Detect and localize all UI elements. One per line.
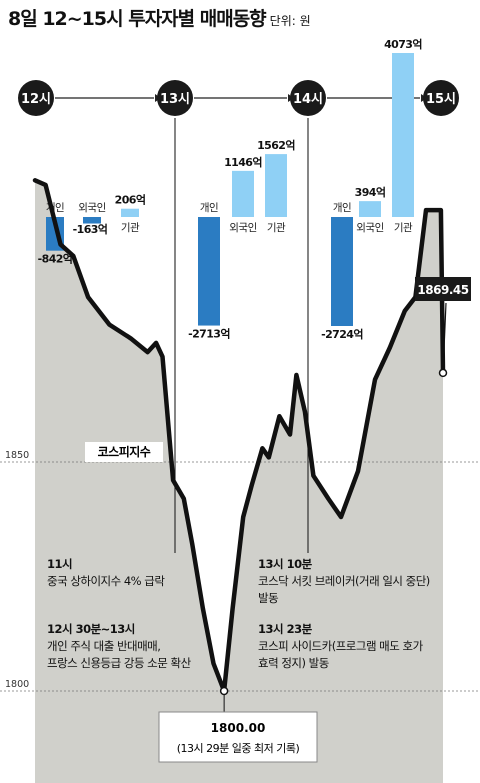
annotation-1230: 12시 30분~13시 개인 주식 대출 반대매매, 프랑스 신용등급 강등 소… xyxy=(47,621,191,672)
bar-name-label: 기관 xyxy=(394,222,413,234)
annotation-line: 개인 주식 대출 반대매매, xyxy=(47,639,161,653)
bar-value-label: 206억 xyxy=(115,194,146,207)
timeline-node-15시 xyxy=(423,80,459,116)
annotation-line: 프랑스 신용등급 강등 소문 확산 xyxy=(47,656,191,670)
kospi-line-layer xyxy=(32,178,446,694)
bar-value-label: -2724억 xyxy=(321,328,363,341)
kospi-area-layer xyxy=(35,180,443,783)
annotation-time: 13시 23분 xyxy=(258,622,312,636)
bar-name-label: 개인 xyxy=(333,202,351,214)
bar-name-label: 기관 xyxy=(267,222,286,234)
timeline-node-14시 xyxy=(290,80,326,116)
kospi-area xyxy=(35,180,443,783)
annotation-1310: 13시 10분 코스닥 서킷 브레이커(거래 일시 중단) 발동 xyxy=(258,556,430,607)
callout-layer: 코스피지수 1869.45 1800.00 (13시 29분 일중 최저 기록) xyxy=(85,277,471,763)
close-badge xyxy=(415,277,471,301)
annotation-11: 11시 중국 상하이지수 4% 급락 xyxy=(47,556,165,590)
annotation-time: 11시 xyxy=(47,557,73,571)
annotation-line: 발동 xyxy=(258,591,279,605)
bar-value-label: 394억 xyxy=(355,186,386,199)
bar-name-label: 기관 xyxy=(121,222,140,234)
chart-title: 8일 12~15시 투자자별 매매동향 단위: 원 xyxy=(8,4,311,31)
bar-13시~14시-개인 xyxy=(198,217,220,326)
low-point xyxy=(219,686,229,696)
bar-14시~15시-개인 xyxy=(331,217,353,326)
kospi-line xyxy=(32,178,446,694)
unit-label: 단위: 원 xyxy=(269,14,311,28)
series-label: 코스피지수 xyxy=(98,444,151,459)
bar-12시~13시-외국인 xyxy=(83,217,101,224)
title-text: 8일 12~15시 투자자별 매매동향 xyxy=(8,8,267,30)
annotation-line: 중국 상하이지수 4% 급락 xyxy=(47,574,165,588)
bar-name-label: 외국인 xyxy=(78,202,105,214)
bar-name-label: 외국인 xyxy=(356,222,383,234)
bar-name-label: 개인 xyxy=(200,202,218,214)
low-value: 1800.00 xyxy=(211,721,266,735)
annotation-1323: 13시 23분 코스피 사이드카(프로그램 매도 호가 효력 정지) 발동 xyxy=(258,621,423,672)
y-tick-label: 1800 xyxy=(5,679,29,690)
close-value: 1869.45 xyxy=(417,283,468,297)
low-note: (13시 29분 일중 최저 기록) xyxy=(177,741,300,755)
close-point xyxy=(438,368,448,378)
timeline-label: 13시 xyxy=(160,92,190,107)
bar-value-label: 4073억 xyxy=(384,38,422,51)
bar-value-label: -163억 xyxy=(73,223,108,236)
bar-13시~14시-외국인 xyxy=(232,170,254,217)
bar-14시~15시-기관 xyxy=(392,53,414,217)
timeline-label: 14시 xyxy=(293,92,323,107)
timeline-label: 12시 xyxy=(21,92,51,107)
timeline-node-12시 xyxy=(18,80,54,116)
timeline-node-13시 xyxy=(157,80,193,116)
y-tick-label: 1850 xyxy=(5,450,29,461)
bar-14시~15시-외국인 xyxy=(359,201,381,217)
bar-name-label: 외국인 xyxy=(229,222,256,234)
bar-value-label: 1562억 xyxy=(257,139,295,152)
close-leader xyxy=(442,302,447,373)
annotation-line: 코스닥 서킷 브레이커(거래 일시 중단) xyxy=(258,574,430,588)
annotation-time: 13시 10분 xyxy=(258,557,312,571)
grid-layer: 1850 1800 xyxy=(0,450,480,692)
timeline-label: 15시 xyxy=(426,92,456,107)
annotation-line: 코스피 사이드카(프로그램 매도 호가 xyxy=(258,639,423,653)
low-box xyxy=(158,711,318,763)
bar-12시~13시-기관 xyxy=(121,208,139,217)
annotation-time: 12시 30분~13시 xyxy=(47,622,135,636)
bar-value-label: -842억 xyxy=(38,253,73,266)
series-label-box xyxy=(85,442,163,462)
bar-13시~14시-기관 xyxy=(265,154,287,217)
annotation-line: 효력 정지) 발동 xyxy=(258,656,329,670)
bar-value-label: -2713억 xyxy=(188,328,230,341)
bar-value-label: 1146억 xyxy=(224,156,262,169)
